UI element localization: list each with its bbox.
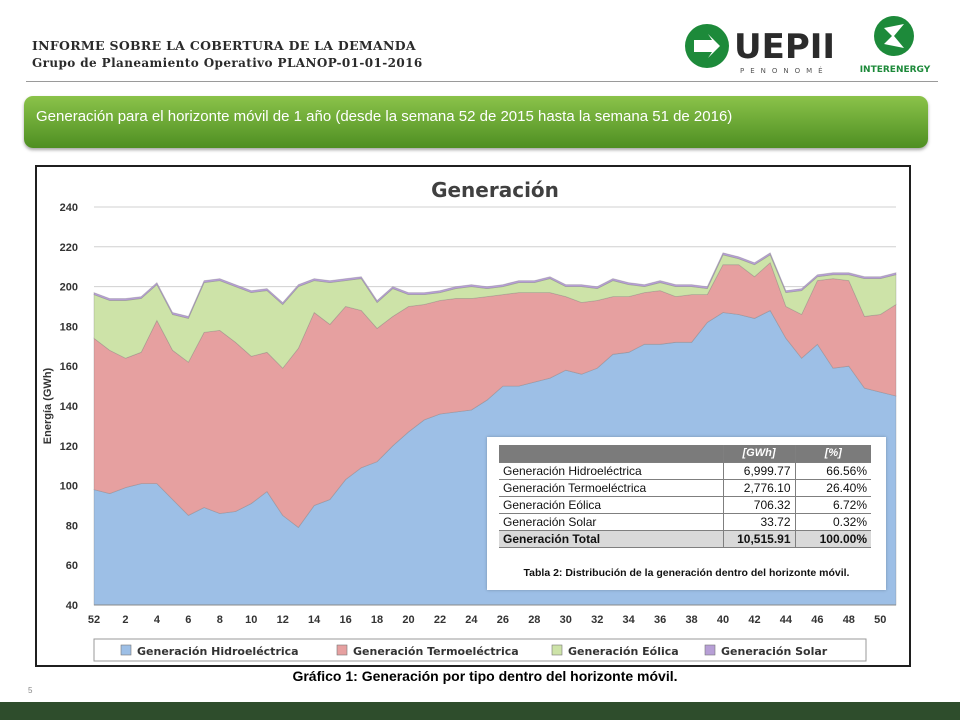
- x-tick-label: 50: [874, 614, 886, 626]
- x-tick-label: 36: [654, 614, 666, 626]
- x-tick-label: 26: [497, 614, 509, 626]
- table-row: Generación Eólica 706.32 6.72%: [499, 496, 871, 514]
- table-header-row: [GWh] [%]: [499, 445, 871, 463]
- uep-logo-text: UEPII: [734, 27, 835, 67]
- section-banner: Generación para el horizonte móvil de 1 …: [24, 96, 928, 148]
- distribution-table: [GWh] [%] Generación Hidroeléctrica 6,99…: [499, 445, 871, 548]
- x-tick-label: 38: [685, 614, 697, 626]
- legend-item-solar: Generación Solar: [721, 645, 828, 658]
- x-tick-label: 30: [560, 614, 572, 626]
- chart-frame: Generación 40 60 80 100 120 140 160 180 200 220 240…: [35, 165, 911, 667]
- table-total-pct: 100.00%: [794, 530, 871, 548]
- x-tick-label: 8: [217, 614, 223, 626]
- y-tick-label: 60: [66, 560, 78, 572]
- y-tick-label: 140: [60, 401, 78, 413]
- footer-bar: [0, 702, 960, 720]
- generation-chart: Generación406080100120140160180200220240…: [42, 178, 897, 662]
- report-subtitle: Grupo de Planeamiento Operativo PLANOP-0…: [32, 56, 423, 70]
- y-tick-label: 200: [60, 282, 78, 294]
- x-tick-label: 6: [185, 614, 191, 626]
- uep-logo-subtext: PENONOMÉ: [740, 66, 829, 75]
- legend-item-wind-swatch: [551, 644, 563, 656]
- table-total-row: Generación Total 10,515.91 100.00%: [499, 530, 871, 548]
- table-row-label: Generación Termoeléctrica: [499, 479, 723, 497]
- legend-item-thermo: Generación Termoeléctrica: [353, 645, 519, 658]
- legend-item-hydro: Generación Hidroeléctrica: [137, 645, 299, 658]
- table-caption: Tabla 2: Distribución de la generación d…: [523, 567, 850, 579]
- x-tick-label: 44: [780, 614, 793, 626]
- table-row: Generación Hidroeléctrica 6,999.77 66.56…: [499, 462, 871, 480]
- interenergy-logo-mark: [884, 24, 904, 48]
- table-total-gwh: 10,515.91: [722, 530, 795, 548]
- interenergy-logo-text: INTERENERGY: [860, 65, 931, 75]
- solar-area: [93, 252, 897, 319]
- legend-item-hydro-swatch: [120, 644, 132, 656]
- table-row-pct: 6.72%: [794, 496, 871, 514]
- table-header-gwh: [GWh]: [722, 445, 795, 463]
- x-tick-label: 2: [122, 614, 128, 626]
- banner-text: Generación para el horizonte móvil de 1 …: [36, 108, 733, 125]
- x-tick-label: 10: [245, 614, 257, 626]
- table-row-label: Generación Eólica: [499, 496, 723, 514]
- x-tick-label: 42: [748, 614, 760, 626]
- x-tick-label: 40: [717, 614, 729, 626]
- y-tick-label: 120: [60, 441, 78, 453]
- table-row-pct: 0.32%: [794, 513, 871, 531]
- x-tick-label: 22: [434, 614, 446, 626]
- x-tick-label: 20: [402, 614, 414, 626]
- y-tick-label: 80: [66, 520, 78, 532]
- table-row: Generación Termoeléctrica 2,776.10 26.40…: [499, 479, 871, 497]
- chart-caption: Gráfico 1: Generación por tipo dentro de…: [292, 668, 678, 684]
- x-tick-label: 28: [528, 614, 540, 626]
- table-row-gwh: 33.72: [722, 513, 795, 531]
- x-tick-label: 18: [371, 614, 383, 626]
- x-tick-label: 12: [277, 614, 289, 626]
- x-tick-label: 24: [465, 614, 478, 626]
- chart-title: Generación: [431, 178, 559, 202]
- legend-box: [93, 638, 867, 662]
- x-tick-label: 14: [308, 614, 321, 626]
- y-tick-label: 160: [60, 361, 78, 373]
- table-row-pct: 26.40%: [794, 479, 871, 497]
- y-tick-label: 240: [60, 202, 78, 214]
- table-row-label: Generación Solar: [499, 513, 723, 531]
- y-tick-label: 100: [60, 481, 78, 493]
- distribution-table-box: [GWh] [%] Generación Hidroeléctrica 6,99…: [487, 437, 886, 590]
- interenergy-logo: INTERENERGY: [860, 16, 931, 75]
- x-tick-label: 16: [339, 614, 351, 626]
- table-row-label: Generación Hidroeléctrica: [499, 462, 723, 480]
- x-tick-label: 34: [623, 614, 636, 626]
- table-row-pct: 66.56%: [794, 462, 871, 480]
- x-tick-label: 52: [88, 614, 100, 626]
- table-header-label: [499, 445, 723, 463]
- y-tick-label: 180: [60, 321, 78, 333]
- legend-item-thermo-swatch: [336, 644, 348, 656]
- header-divider: [26, 81, 938, 82]
- y-tick-label: 40: [66, 600, 78, 612]
- x-tick-label: 4: [154, 614, 161, 626]
- page-number: 5: [28, 686, 33, 695]
- table-row-gwh: 706.32: [722, 496, 795, 514]
- table-total-label: Generación Total: [499, 530, 723, 548]
- legend-item-solar-swatch: [704, 644, 716, 656]
- uep-logo-arrow: [694, 34, 720, 58]
- legend-item-wind: Generación Eólica: [568, 645, 679, 658]
- report-title: INFORME SOBRE LA COBERTURA DE LA DEMANDA: [32, 38, 416, 53]
- table-row: Generación Solar 33.72 0.32%: [499, 513, 871, 531]
- table-header-pct: [%]: [794, 445, 871, 463]
- table-row-gwh: 2,776.10: [722, 479, 795, 497]
- y-axis-label: Energía (GWh): [42, 367, 54, 444]
- y-tick-label: 220: [60, 242, 78, 254]
- x-tick-label: 48: [843, 614, 855, 626]
- x-tick-label: 46: [811, 614, 823, 626]
- table-row-gwh: 6,999.77: [722, 462, 795, 480]
- x-tick-label: 32: [591, 614, 603, 626]
- uep-logo: UEPII PENONOMÉ: [685, 24, 835, 75]
